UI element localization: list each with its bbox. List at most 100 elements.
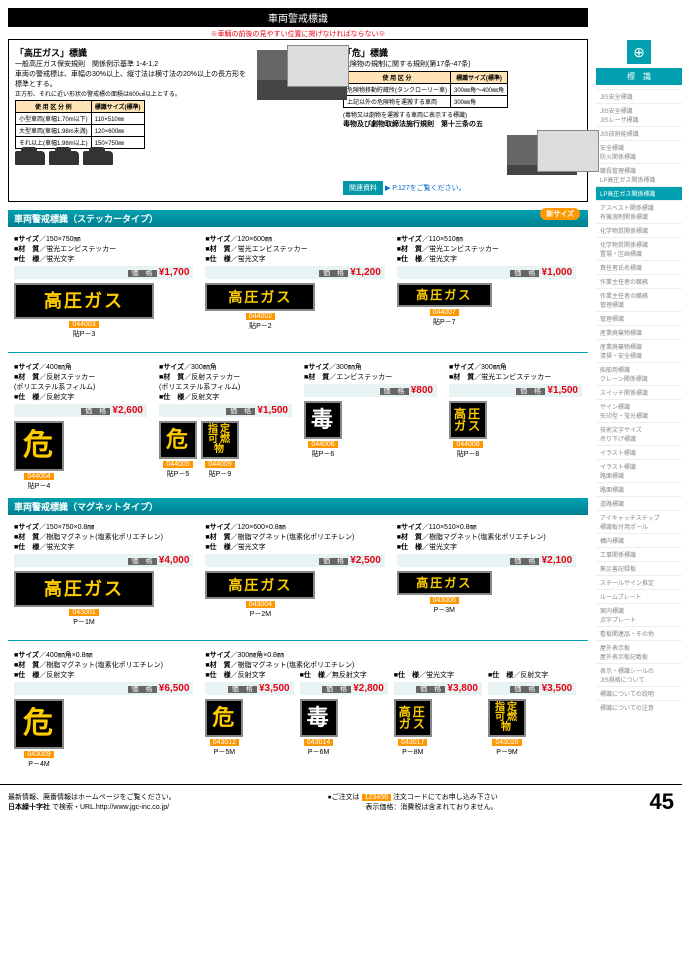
order-code: 123456 <box>362 794 391 801</box>
sign: 毒 044006 貼P－6 <box>304 401 342 459</box>
footer: 最新情報、廃番情報はホームページをご覧ください。 日本緑十字社 で検索・URL.… <box>0 784 682 819</box>
product-code: 043020 <box>492 739 521 746</box>
info-left-desc: 車両の警戒標は、車幅の30%以上、縦寸法は横寸法の20%以上の長方形を標準とする… <box>15 69 253 89</box>
sign: 危 043009 P－4M <box>14 699 64 769</box>
sign: 高圧ガス 043006 P－3M <box>397 571 492 615</box>
product-code: 043004 <box>246 601 275 608</box>
sign: 指定可燃物 044009 貼P－9 <box>201 421 239 479</box>
sidebar-item[interactable]: 案内標識点字プレート <box>596 603 682 626</box>
sidebar-item[interactable]: 無災害記録板 <box>596 561 682 575</box>
sidebar-item[interactable]: 責任者氏名標識 <box>596 260 682 274</box>
sidebar-item[interactable]: JIS安全標識 <box>596 89 682 103</box>
info-right-subtitle: 危険物の規制に関する規則(第17条-47条) <box>343 59 581 69</box>
sidebar-item[interactable]: 道路標識 <box>596 496 682 510</box>
sign: 高圧ガス 044007 貼P－7 <box>397 283 492 327</box>
sidebar-item[interactable]: 作業主任者の職務 <box>596 274 682 288</box>
sidebar-item[interactable]: 化学物質関係標識置場・区画標識 <box>596 237 682 260</box>
sidebar-item[interactable]: スイッチ関係標識 <box>596 385 682 399</box>
sidebar-item[interactable]: 看板関連品・その他 <box>596 626 682 640</box>
product-code: 043017 <box>398 739 427 746</box>
section2-bar: 車両警戒標識（マグネットタイプ） <box>8 498 588 515</box>
sidebar-tab: 標 識 <box>596 68 682 85</box>
info-left-table: 使 用 区 分 例標識サイズ(標準) 小型車両(車幅1.70m以下)110×51… <box>15 100 145 149</box>
info-right-note: (毒物又は劇物を運搬する車両に表示する標識) <box>343 110 581 119</box>
sidebar-item[interactable]: 化学物質関係標識 <box>596 223 682 237</box>
product: ■サイズ／400㎜角■材 質／反射ステッカー(ポリエステル系フィルム)■仕 様／… <box>8 359 153 494</box>
product-code: 043001 <box>69 609 98 616</box>
page-number: 45 <box>650 789 674 815</box>
sidebar-item[interactable]: 工事関係標識 <box>596 547 682 561</box>
product: ■サイズ／110×510㎜■材 質／蛍光エンビステッカー■仕 様／蛍光文字価 格… <box>391 231 582 342</box>
sidebar-item[interactable]: LP高圧ガス関係標識 <box>596 186 682 200</box>
sidebar-item[interactable]: 産業廃棄物標識清掃・安全標識 <box>596 339 682 362</box>
product-group: ■サイズ／300㎜角×0.8㎜■材 質／樹脂マグネット(塩素化ポリエチレン) ■… <box>199 647 582 772</box>
product-code: 043012 <box>210 739 239 746</box>
sign: 高圧ガス 044002 貼P－2 <box>205 283 315 331</box>
info-right-title: 「危」標識 <box>343 46 581 59</box>
products-row-2: ■サイズ／150×750×0.8㎜■材 質／樹脂マグネット(塩素化ポリエチレン)… <box>8 519 588 634</box>
sign: 高圧ガス 043004 P－2M <box>205 571 315 619</box>
footer-note: 最新情報、廃番情報はホームページをご覧ください。 <box>8 792 176 802</box>
truck-icon-2 <box>507 135 577 175</box>
sign: 危 044005 貼P－5 <box>159 421 197 479</box>
sign: 指定可燃物 043020 P－9M <box>488 699 526 757</box>
sign: 高圧ガス 044003 貼P－3 <box>14 283 154 339</box>
related-link[interactable]: 関連資料 <box>343 181 383 195</box>
product-code: 044004 <box>24 473 53 480</box>
product-code: 044008 <box>453 441 482 448</box>
product: ■サイズ／120×600㎜■材 質／蛍光エンビステッカー■仕 様／蛍光文字価 格… <box>199 231 390 342</box>
product: ■サイズ／150×750×0.8㎜■材 質／樹脂マグネット(塩素化ポリエチレン)… <box>8 519 199 630</box>
truck-icon <box>257 50 347 100</box>
product-code: 044003 <box>69 321 98 328</box>
sidebar-item[interactable]: JIS放射能標識 <box>596 126 682 140</box>
info-right-law: 毒物及び劇物取締法施行規則 第十三条の五 <box>343 119 581 129</box>
sidebar-item[interactable]: 技術文字サイズ吊り下げ標識 <box>596 422 682 445</box>
sidebar-item[interactable]: 安全標識防火関係標識 <box>596 140 682 163</box>
sidebar-item[interactable]: スチールサイン推定 <box>596 575 682 589</box>
info-right-table: 使 用 区 分標識サイズ(標準) 危険物移動貯蔵所(タンクローリー車)300㎜角… <box>343 71 508 108</box>
sidebar-item[interactable]: 管理標識 <box>596 311 682 325</box>
sidebar-item[interactable]: 作業主任者の職務管理標識 <box>596 288 682 311</box>
sidebar-item[interactable]: イラスト標識 <box>596 445 682 459</box>
sidebar-item[interactable]: イラスト標識路面標識 <box>596 459 682 482</box>
products-row-1b: ■サイズ／400㎜角■材 質／反射ステッカー(ポリエステル系フィルム)■仕 様／… <box>8 359 588 498</box>
sidebar-icon: ⊕ <box>627 40 651 64</box>
sidebar-item[interactable]: 標識についての注意 <box>596 700 682 714</box>
product-code: 044005 <box>163 461 192 468</box>
sidebar-item[interactable]: 屋外表示板屋外表示板記載板 <box>596 640 682 663</box>
sidebar-item[interactable]: 表示・標識シールのJIS規格について <box>596 663 682 686</box>
car-icons <box>15 151 253 165</box>
products-row-2b: ■サイズ／400㎜角×0.8㎜■材 質／樹脂マグネット(塩素化ポリエチレン)■仕… <box>8 647 588 776</box>
products-row-1: ■サイズ／150×750㎜■材 質／蛍光エンビステッカー■仕 様／蛍光文字価 格… <box>8 231 588 346</box>
product: ■サイズ／150×750㎜■材 質／蛍光エンビステッカー■仕 様／蛍光文字価 格… <box>8 231 199 342</box>
related-text: ▶ P.127をご覧ください。 <box>385 185 466 192</box>
sidebar-item[interactable]: アスベスト関係標識有機溶剤関係標識 <box>596 200 682 223</box>
sidebar-item[interactable]: 路面標識 <box>596 482 682 496</box>
product: ■サイズ／400㎜角×0.8㎜■材 質／樹脂マグネット(塩素化ポリエチレン)■仕… <box>8 647 199 772</box>
info-left-note: 正方形、それに近い形状の警戒標の面積は600㎠以上とする。 <box>15 89 253 98</box>
info-left-subtitle: 一般高圧ガス保安規則 関係例示基準 1-4-1,2 <box>15 59 253 69</box>
product-code: 043014 <box>304 739 333 746</box>
product: ■サイズ／300㎜角■材 質／エンビステッカー価 格 ¥800 毒 044006… <box>298 359 443 494</box>
product: ■サイズ／120×600×0.8㎜■材 質／樹脂マグネット(塩素化ポリエチレン)… <box>199 519 390 630</box>
product: ■サイズ／110×510×0.8㎜■材 質／樹脂マグネット(塩素化ポリエチレン)… <box>391 519 582 630</box>
sign: 高圧ガス 043001 P－1M <box>14 571 154 627</box>
sidebar-item[interactable]: 構内標識 <box>596 533 682 547</box>
product: ■サイズ／300㎜角■材 質／反射ステッカー(ポリエステル系フィルム)■仕 様／… <box>153 359 298 494</box>
sidebar-item[interactable]: ルームプレート <box>596 589 682 603</box>
sidebar: ⊕ 標 識 JIS安全標識JIS安全標識JISレーザ標識JIS放射能標識安全標識… <box>596 0 682 714</box>
sidebar-item[interactable]: JIS安全標識JISレーザ標識 <box>596 103 682 126</box>
product-code: 044002 <box>246 313 275 320</box>
sidebar-item[interactable]: 船舶用標識クレーン関係標識 <box>596 362 682 385</box>
sidebar-item[interactable]: サイン標識矢印型・蛍光標識 <box>596 399 682 422</box>
sidebar-item[interactable]: 職長管理標識LP高圧ガス関係標識 <box>596 163 682 186</box>
sidebar-item[interactable]: アイキャッチステップ標識板付用ポール <box>596 510 682 533</box>
sign: 毒 043014 P－6M <box>300 699 338 757</box>
sidebar-item[interactable]: 産業廃棄物標識 <box>596 325 682 339</box>
header-bar: 車両警戒標識 <box>8 8 588 27</box>
info-box: 「高圧ガス」標識 一般高圧ガス保安規則 関係例示基準 1-4-1,2 車両の警戒… <box>8 39 588 202</box>
product-code: 044007 <box>430 309 459 316</box>
info-left-title: 「高圧ガス」標識 <box>15 46 253 59</box>
product: ■サイズ／300㎜角■材 質／蛍光エンビステッカー価 格 ¥1,500 高圧ガス… <box>443 359 588 494</box>
sidebar-item[interactable]: 標識についての説明 <box>596 686 682 700</box>
